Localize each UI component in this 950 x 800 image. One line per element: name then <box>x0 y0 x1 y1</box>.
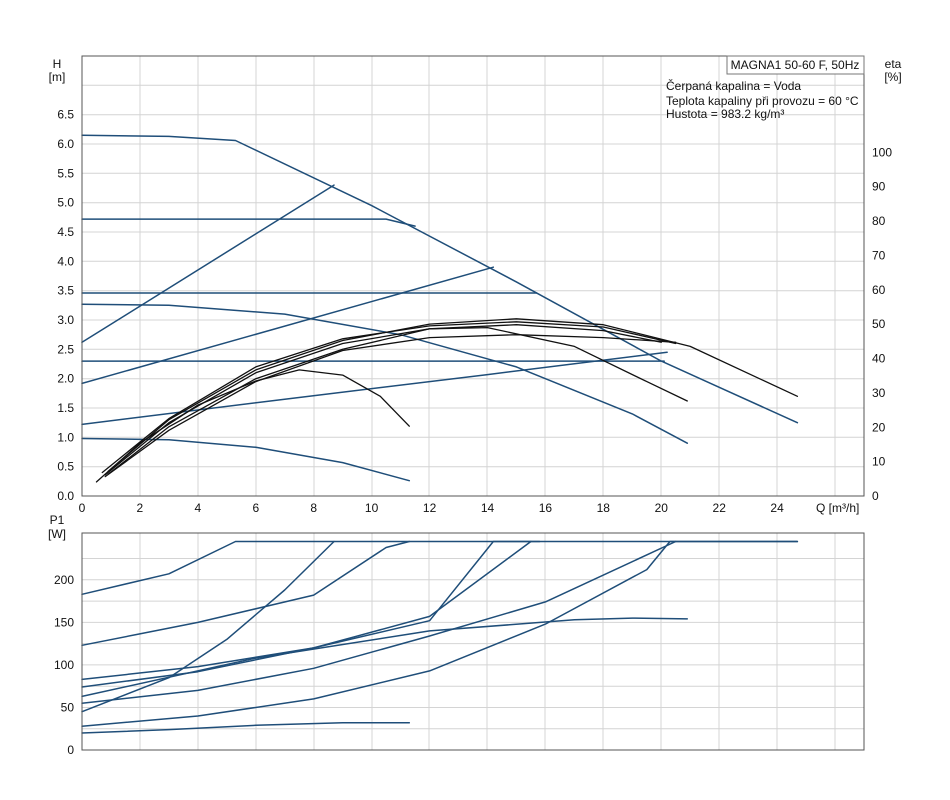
y-axis-label-h: H <box>53 57 62 71</box>
x-tick-label: 6 <box>252 501 259 515</box>
y2-axis-label-eta: eta <box>885 57 902 71</box>
chart-title: MAGNA1 50-60 F, 50Hz <box>731 58 860 72</box>
x-tick-label: 0 <box>79 501 86 515</box>
y2-tick-label: 10 <box>872 455 886 469</box>
y2-tick-label: 80 <box>872 214 886 228</box>
power-curve <box>81 540 541 681</box>
y-tick-label: 4.5 <box>57 225 74 239</box>
x-tick-label: 20 <box>655 501 669 515</box>
y2-axis-unit-percent: [%] <box>884 70 901 84</box>
head-tick-labels: 0.0 0.5 1.0 1.5 2.0 2.5 3.0 3.5 4.0 4.5 5.0 5.5 6.0 6… <box>57 108 892 515</box>
x-tick-label: 22 <box>713 501 727 515</box>
y-tick-label: 1.0 <box>57 430 74 444</box>
y2-tick-label: 30 <box>872 386 886 400</box>
head-curves <box>81 134 799 483</box>
power-curve <box>81 540 411 647</box>
x-tick-label: 2 <box>137 501 144 515</box>
y2-tick-label: 90 <box>872 180 886 194</box>
y-tick-label: 5.5 <box>57 166 74 180</box>
y-tick-label: 6.0 <box>57 137 74 151</box>
power-curve <box>81 540 532 688</box>
system-curve <box>81 266 495 385</box>
y-axis-label-p1: P1 <box>50 513 65 527</box>
y-tick-label: 200 <box>54 573 74 587</box>
info-liquid: Čerpaná kapalina = Voda <box>666 78 801 93</box>
y2-tick-label: 60 <box>872 283 886 297</box>
head-plot-frame <box>81 55 865 497</box>
power-curve <box>81 617 689 698</box>
y2-tick-label: 100 <box>872 145 892 159</box>
y-tick-label: 150 <box>54 615 74 629</box>
y-tick-label: 2.0 <box>57 372 74 386</box>
x-tick-label: 10 <box>365 501 379 515</box>
system-curve <box>81 184 335 344</box>
power-panel: 0 50 100 150 200 P1 [W] <box>48 513 865 757</box>
power-curves <box>81 540 799 734</box>
y2-tick-label: 40 <box>872 352 886 366</box>
y-tick-label: 3.5 <box>57 284 74 298</box>
y2-tick-label: 70 <box>872 248 886 262</box>
y-tick-label: 50 <box>61 701 75 715</box>
system-curve <box>81 303 689 444</box>
x-tick-label: 4 <box>195 501 202 515</box>
x-tick-label: 12 <box>423 501 437 515</box>
x-tick-label: 8 <box>310 501 317 515</box>
y2-tick-label: 20 <box>872 420 886 434</box>
x-axis-label-q: Q [m³/h] <box>816 501 859 515</box>
y-tick-label: 0.5 <box>57 460 74 474</box>
power-curve <box>81 540 677 704</box>
title-box <box>726 55 865 75</box>
system-curve <box>81 134 799 424</box>
efficiency-curve <box>95 369 410 483</box>
x-tick-label: 24 <box>770 501 784 515</box>
power-tick-labels: 0 50 100 150 200 <box>54 573 74 757</box>
y-tick-label: 1.5 <box>57 401 74 415</box>
efficiency-curve <box>104 324 662 476</box>
power-curve <box>81 540 799 596</box>
y-tick-label: 4.0 <box>57 254 74 268</box>
y2-tick-label: 0 <box>872 489 879 503</box>
y-tick-label: 0.0 <box>57 489 74 503</box>
y-tick-label: 2.5 <box>57 342 74 356</box>
power-curve <box>81 722 411 734</box>
x-tick-label: 14 <box>481 501 495 515</box>
y-tick-label: 5.0 <box>57 196 74 210</box>
system-curve <box>81 218 416 227</box>
info-density: Hustota = 983.2 kg/m³ <box>666 107 784 121</box>
system-curve <box>81 437 411 482</box>
power-curve <box>81 540 335 713</box>
info-temperature: Teplota kapaliny při provozu = 60 °C <box>666 94 859 108</box>
y-axis-unit-m: [m] <box>49 70 66 84</box>
x-tick-label: 16 <box>539 501 553 515</box>
power-plot-frame <box>81 532 865 751</box>
y-tick-label: 0 <box>67 743 74 757</box>
y-tick-label: 3.0 <box>57 313 74 327</box>
y2-tick-label: 50 <box>872 317 886 331</box>
y-tick-label: 6.5 <box>57 108 74 122</box>
system-curve <box>81 351 668 426</box>
x-tick-label: 18 <box>597 501 611 515</box>
head-flow-panel: 0.0 0.5 1.0 1.5 2.0 2.5 3.0 3.5 4.0 4.5 5.0 5.5 6.0 6… <box>49 55 902 515</box>
efficiency-curve <box>104 334 677 478</box>
y-tick-label: 100 <box>54 658 74 672</box>
head-grid <box>81 56 864 496</box>
efficiency-curve <box>107 318 799 473</box>
y-axis-unit-w: [W] <box>48 527 66 541</box>
power-curve <box>81 540 799 727</box>
